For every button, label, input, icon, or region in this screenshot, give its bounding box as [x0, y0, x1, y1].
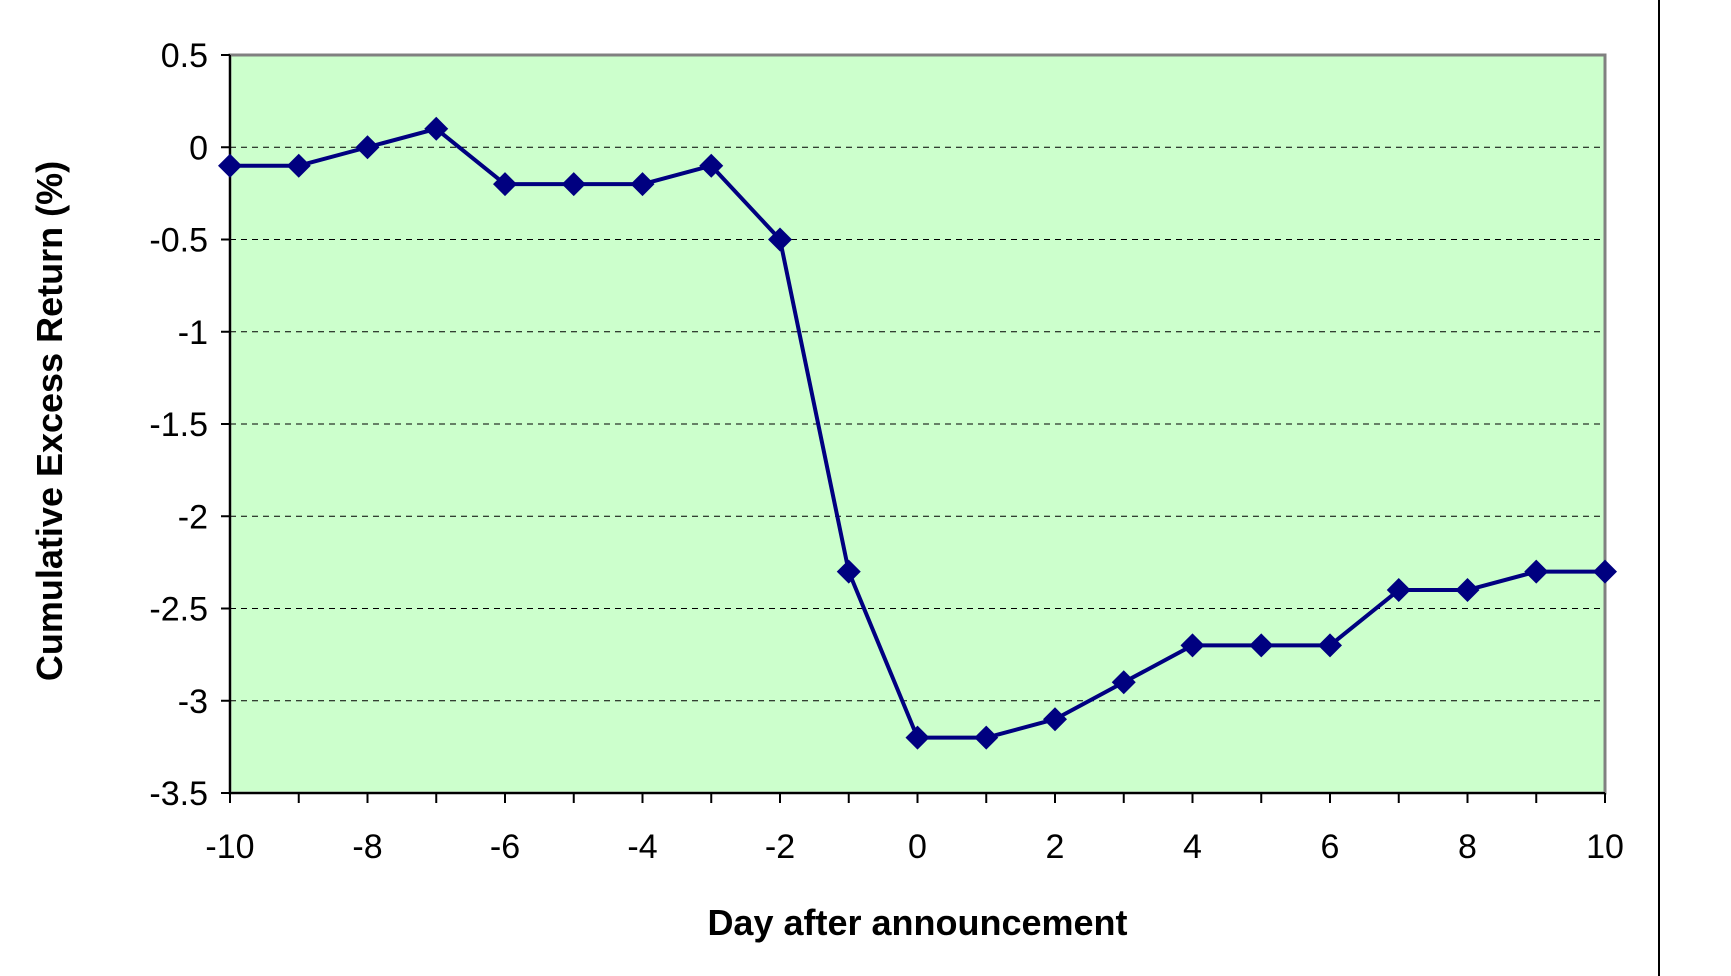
data-point-diamond — [1386, 578, 1411, 603]
x-tick-label: -2 — [765, 828, 795, 866]
y-tick-label: -2 — [178, 498, 208, 536]
x-tick-label: -8 — [352, 828, 382, 866]
y-tick-label: -3.5 — [149, 775, 208, 813]
data-point-diamond — [424, 116, 449, 141]
data-point-diamond — [286, 153, 311, 178]
x-tick-label: 6 — [1321, 828, 1340, 866]
data-point-diamond — [1593, 559, 1617, 584]
data-point-diamond — [1318, 633, 1342, 658]
y-tick-label: 0 — [189, 129, 208, 167]
data-point-diamond — [1180, 633, 1205, 658]
x-tick-labels: -10 -8 -6 -4 -2 0 2 4 6 8 10 — [205, 828, 1623, 866]
line-chart: -10 -8 -6 -4 -2 0 2 4 6 8 10 0.5 0 -0.5 -1 -1.5 -2 -2.5 -… — [29, 37, 1624, 943]
data-point-diamond — [699, 153, 724, 178]
y-tick-label: -0.5 — [149, 222, 208, 260]
data-point-diamond — [1455, 578, 1480, 603]
x-tick-label: 10 — [1586, 828, 1624, 866]
x-tick-label: 4 — [1183, 828, 1202, 866]
data-point-diamond — [630, 172, 655, 197]
x-tick-label: 0 — [908, 828, 927, 866]
x-tick-label: -10 — [205, 828, 254, 866]
y-axis-title: Cumulative Excess Return (%) — [29, 161, 70, 681]
data-point-diamond — [1524, 559, 1549, 584]
axes — [221, 54, 1606, 803]
data-point-diamond — [218, 153, 242, 178]
data-point-diamond — [1111, 670, 1136, 695]
data-point-diamond — [561, 172, 586, 197]
data-point-diamond — [768, 227, 792, 252]
chart-frame: -10 -8 -6 -4 -2 0 2 4 6 8 10 0.5 0 -0.5 -1 -1.5 -2 -2.5 -… — [29, 0, 1660, 976]
y-tick-label: -2.5 — [149, 591, 208, 629]
data-point-diamond — [355, 135, 380, 160]
x-tick-label: 8 — [1458, 828, 1477, 866]
y-tick-labels: 0.5 0 -0.5 -1 -1.5 -2 -2.5 -3 -3.5 — [149, 37, 208, 813]
y-tick-label: -1 — [178, 314, 208, 352]
y-tick-label: -1.5 — [149, 406, 208, 444]
x-tick-label: 2 — [1046, 828, 1065, 866]
data-point-diamond — [974, 725, 999, 750]
x-tick-label: -4 — [627, 828, 657, 866]
data-point-diamond — [836, 559, 861, 584]
data-point-diamond — [1249, 633, 1274, 658]
data-point-diamond — [493, 172, 517, 197]
y-tick-label: -3 — [178, 683, 208, 721]
gridlines — [230, 146, 1605, 702]
x-tick-label: -6 — [490, 828, 520, 866]
data-point-diamond — [1043, 707, 1067, 732]
data-point-diamond — [905, 725, 930, 750]
series-layer — [218, 116, 1617, 750]
y-tick-label: 0.5 — [161, 37, 208, 75]
x-axis-title: Day after announcement — [707, 902, 1127, 943]
